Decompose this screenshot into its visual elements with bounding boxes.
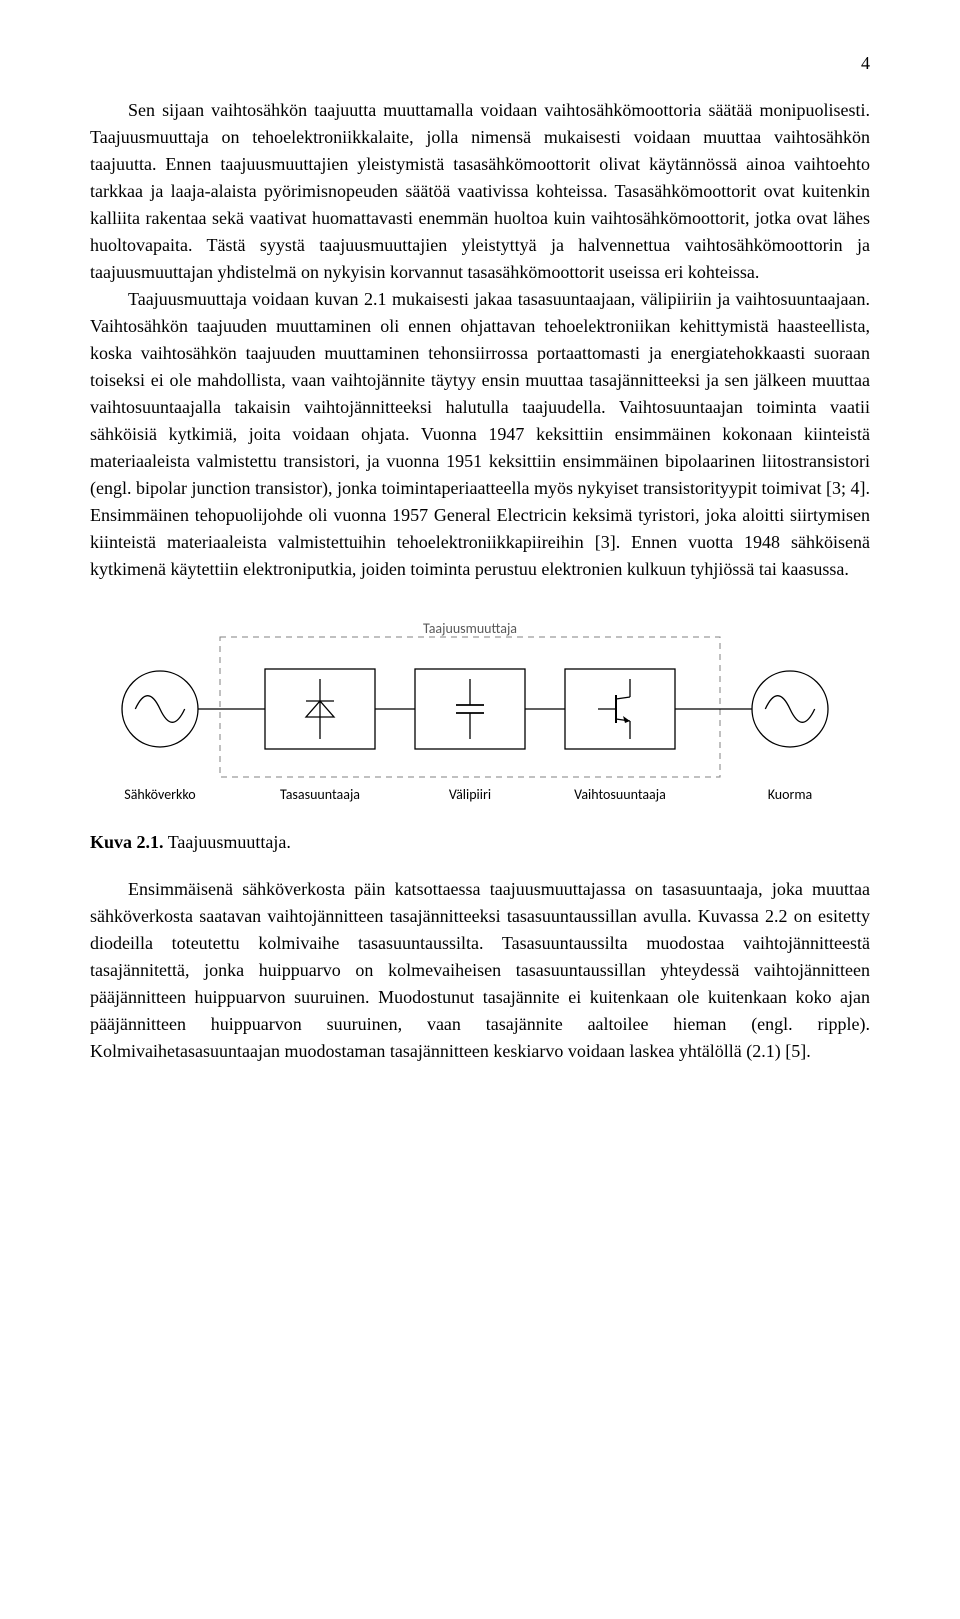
page-number: 4 — [90, 50, 870, 77]
svg-text:Kuorma: Kuorma — [768, 786, 813, 803]
svg-text:Sähköverkko: Sähköverkko — [124, 786, 195, 803]
figure-caption-text: Taajuusmuuttaja. — [164, 832, 291, 852]
frequency-converter-diagram: Taajuusmuuttaja Sähköverkko Tasasuuntaaj… — [90, 619, 870, 819]
svg-text:Vaihtosuuntaaja: Vaihtosuuntaaja — [574, 786, 666, 803]
svg-text:Tasasuuntaaja: Tasasuuntaaja — [280, 786, 360, 803]
svg-text:Välipiiri: Välipiiri — [449, 786, 491, 803]
svg-text:Taajuusmuuttaja: Taajuusmuuttaja — [423, 620, 517, 637]
body-paragraph-1: Sen sijaan vaihtosähkön taajuutta muutta… — [90, 97, 870, 286]
body-paragraph-2: Taajuusmuuttaja voidaan kuvan 2.1 mukais… — [90, 286, 870, 583]
figure-2-1: Taajuusmuuttaja Sähköverkko Tasasuuntaaj… — [90, 619, 870, 819]
body-paragraph-3: Ensimmäisenä sähköverkosta päin katsotta… — [90, 876, 870, 1065]
figure-2-1-caption: Kuva 2.1. Taajuusmuuttaja. — [90, 829, 870, 856]
figure-caption-bold: Kuva 2.1. — [90, 832, 164, 852]
